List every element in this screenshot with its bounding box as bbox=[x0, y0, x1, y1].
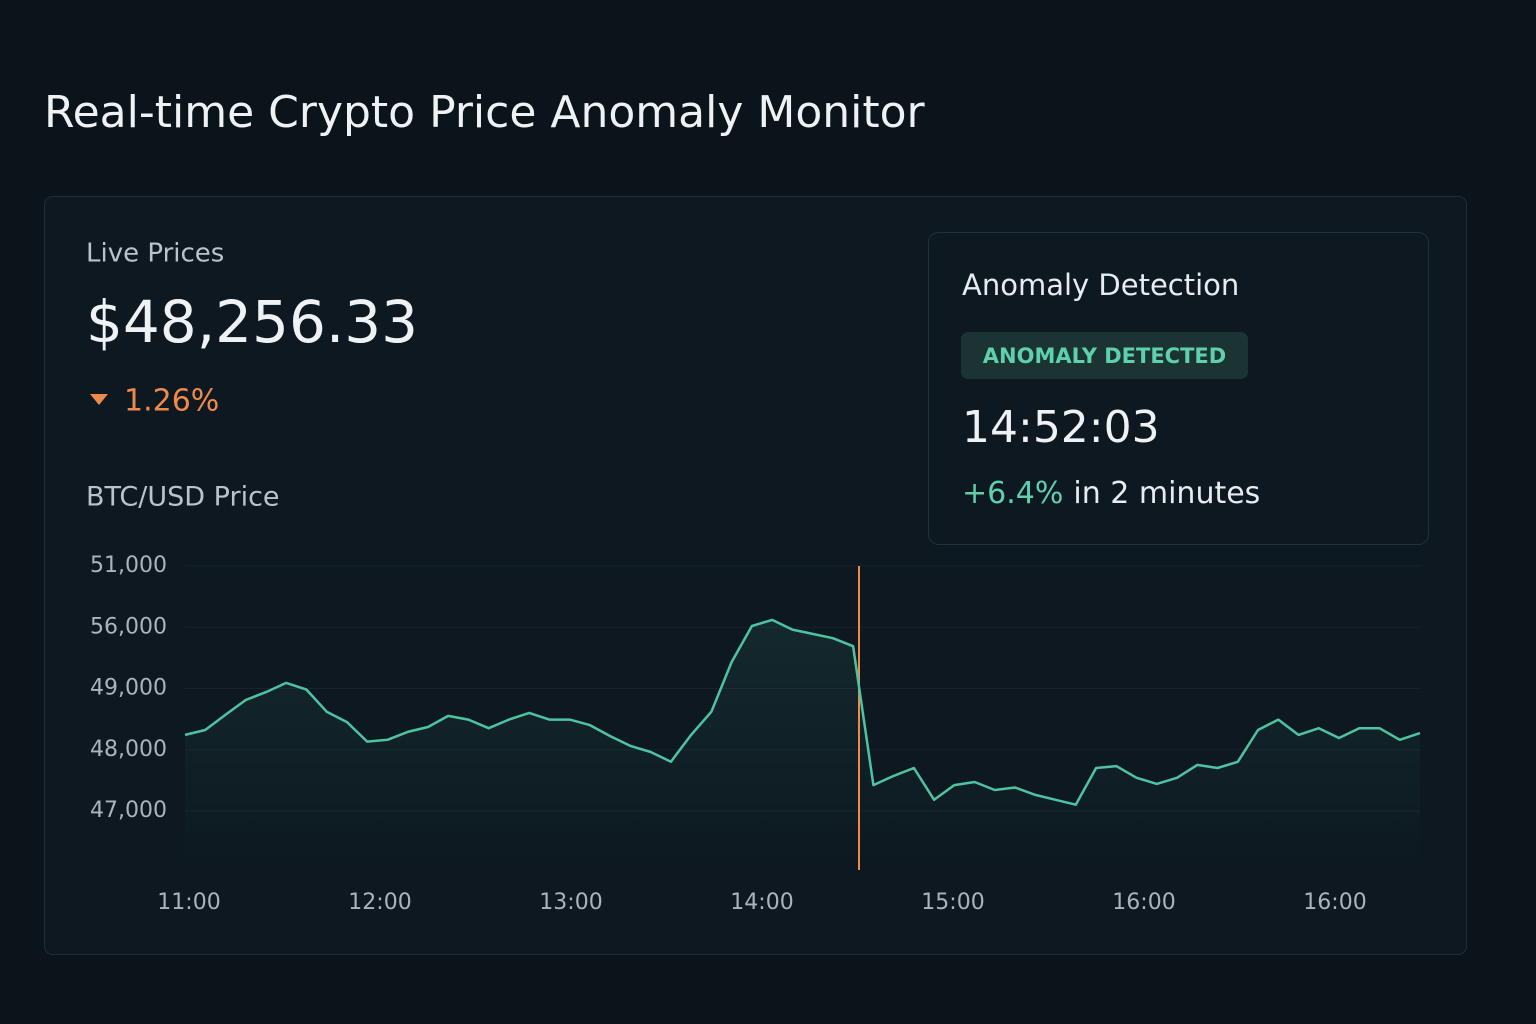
live-label: Live Prices bbox=[86, 239, 224, 269]
badge bbox=[961, 332, 1248, 379]
page-title: Real-time Crypto Price Anomaly Monitor bbox=[44, 87, 926, 138]
anomaly-window: in 2 minutes bbox=[1073, 476, 1260, 511]
x-axis-label: 14:00 bbox=[730, 890, 793, 915]
badge-text: ANOMALY DETECTED bbox=[983, 344, 1226, 368]
chart-title: BTC/USD Price bbox=[86, 482, 280, 513]
chart: 51,000 56,000 49,000 48,000 47,000 11:00 12:00… bbox=[90, 553, 1421, 915]
live-price: $48,256.33 bbox=[86, 288, 418, 356]
x-axis-label: 12:00 bbox=[348, 890, 411, 915]
y-axis-label: 49,000 bbox=[90, 676, 167, 701]
y-axis-label: 56,000 bbox=[90, 614, 167, 639]
anomaly-change: +6.4% bbox=[962, 476, 1063, 511]
anomaly-card bbox=[928, 232, 1429, 545]
anomaly-title: Anomaly Detection bbox=[962, 268, 1239, 302]
x-axis-label: 15:00 bbox=[921, 890, 984, 915]
x-axis-label: 16:00 bbox=[1303, 890, 1366, 915]
y-axis-label: 48,000 bbox=[90, 737, 167, 762]
y-axis-label: 51,000 bbox=[90, 553, 167, 578]
down-icon bbox=[90, 394, 108, 405]
anomaly-time: 14:52:03 bbox=[962, 402, 1160, 453]
price-change: 1.26% bbox=[124, 384, 219, 419]
area bbox=[185, 619, 1420, 872]
x-axis-label: 13:00 bbox=[539, 890, 602, 915]
y-axis-label: 47,000 bbox=[90, 798, 167, 823]
x-axis-label: 16:00 bbox=[1112, 890, 1175, 915]
price-line bbox=[184, 618, 1421, 806]
anomaly-change-line: +6.4% in 2 minutes bbox=[962, 476, 1260, 511]
x-axis-label: 11:00 bbox=[157, 890, 220, 915]
